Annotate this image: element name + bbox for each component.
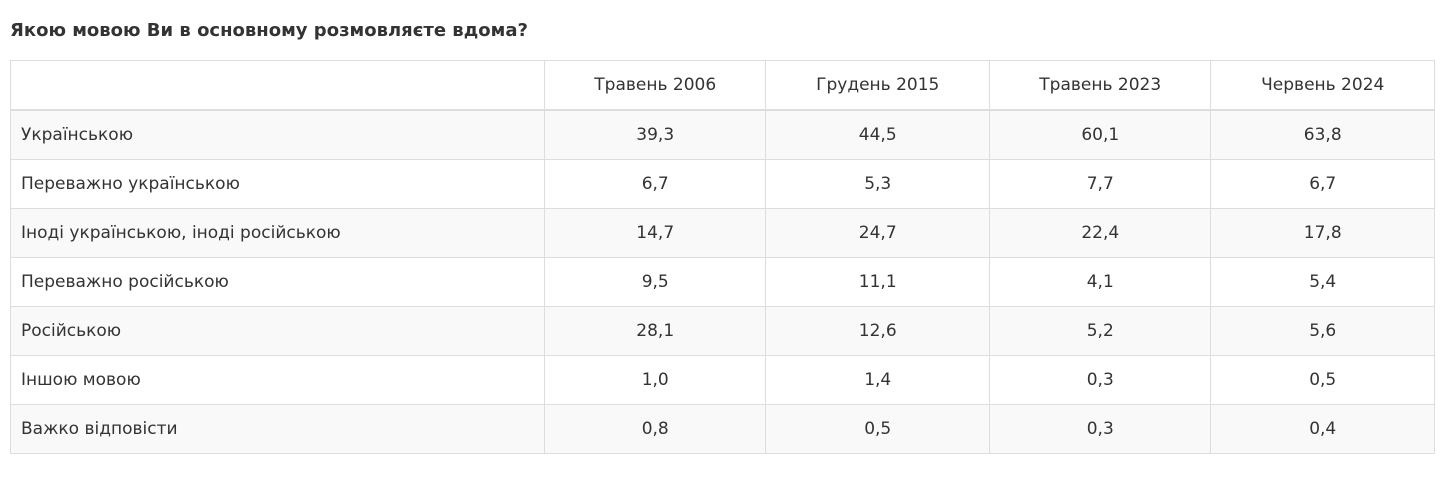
table-row: Українською 39,3 44,5 60,1 63,8: [10, 109, 1435, 160]
value-cell: 14,7: [543, 208, 767, 258]
value-cell: 11,1: [765, 257, 991, 307]
value-cell: 44,5: [765, 109, 991, 160]
value-cell: 5,3: [765, 159, 991, 209]
header-cell: Травень 2023: [989, 60, 1212, 111]
value-cell: 0,8: [543, 404, 767, 454]
table-head: Травень 2006 Грудень 2015 Травень 2023 Черв…: [10, 60, 1435, 111]
value-cell: 0,3: [989, 404, 1212, 454]
value-cell: 5,4: [1210, 257, 1435, 307]
value-cell: 0,4: [1210, 404, 1435, 454]
table-row: Переважно українською 6,7 5,3 7,7 6,7: [10, 159, 1435, 209]
header-cell: Травень 2006: [543, 60, 767, 111]
value-cell: 28,1: [543, 306, 767, 356]
value-cell: 5,6: [1210, 306, 1435, 356]
header-row: Травень 2006 Грудень 2015 Травень 2023 Черв…: [10, 60, 1435, 111]
title: Якою мовою Ви в основному розмовляєте вд…: [10, 20, 528, 41]
header-cell: Грудень 2015: [765, 60, 991, 111]
value-cell: 0,5: [765, 404, 991, 454]
value-cell: 0,3: [989, 355, 1212, 405]
row-label: Важко відповісти: [10, 404, 545, 454]
value-cell: 63,8: [1210, 109, 1435, 160]
table-body: Українською 39,3 44,5 60,1 63,8 Переважно укр…: [10, 109, 1435, 454]
table-row: Російською 28,1 12,6 5,2 5,6: [10, 306, 1435, 356]
value-cell: 6,7: [543, 159, 767, 209]
value-cell: 12,6: [765, 306, 991, 356]
row-label: Українською: [10, 109, 545, 160]
value-cell: 0,5: [1210, 355, 1435, 405]
table-row: Іноді українською, іноді російською 14,7 2…: [10, 208, 1435, 258]
row-label: Іншою мовою: [10, 355, 545, 405]
value-cell: 5,2: [989, 306, 1212, 356]
value-cell: 4,1: [989, 257, 1212, 307]
value-cell: 1,0: [543, 355, 767, 405]
value-cell: 17,8: [1210, 208, 1435, 258]
value-cell: 24,7: [765, 208, 991, 258]
table-row: Іншою мовою 1,0 1,4 0,3 0,5: [10, 355, 1435, 405]
table-row: Важко відповісти 0,8 0,5 0,3 0,4: [10, 404, 1435, 454]
table-row: Переважно російською 9,5 11,1 4,1 5,4: [10, 257, 1435, 307]
value-cell: 1,4: [765, 355, 991, 405]
row-label: Переважно українською: [10, 159, 545, 209]
value-cell: 7,7: [989, 159, 1212, 209]
header-cell: Червень 2024: [1210, 60, 1435, 111]
data-table: Травень 2006 Грудень 2015 Травень 2023 Черв…: [10, 60, 1435, 454]
value-cell: 22,4: [989, 208, 1212, 258]
value-cell: 60,1: [989, 109, 1212, 160]
corner-cell: [10, 60, 545, 111]
value-cell: 39,3: [543, 109, 767, 160]
row-label: Переважно російською: [10, 257, 545, 307]
row-label: Іноді українською, іноді російською: [10, 208, 545, 258]
value-cell: 9,5: [543, 257, 767, 307]
row-label: Російською: [10, 306, 545, 356]
value-cell: 6,7: [1210, 159, 1435, 209]
